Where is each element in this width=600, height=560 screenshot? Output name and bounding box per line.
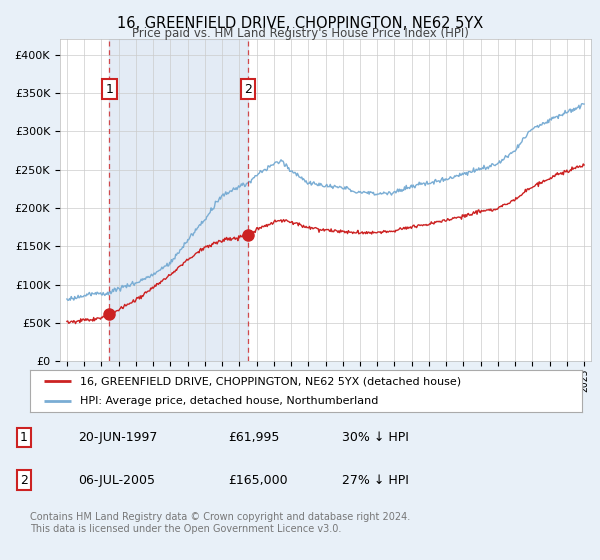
Text: 06-JUL-2005: 06-JUL-2005	[78, 474, 155, 487]
Text: £165,000: £165,000	[228, 474, 287, 487]
Text: 30% ↓ HPI: 30% ↓ HPI	[342, 431, 409, 444]
Text: 20-JUN-1997: 20-JUN-1997	[78, 431, 157, 444]
Text: 1: 1	[106, 83, 113, 96]
Text: 16, GREENFIELD DRIVE, CHOPPINGTON, NE62 5YX: 16, GREENFIELD DRIVE, CHOPPINGTON, NE62 …	[117, 16, 483, 31]
Text: 2: 2	[244, 83, 252, 96]
Text: Contains HM Land Registry data © Crown copyright and database right 2024.
This d: Contains HM Land Registry data © Crown c…	[30, 512, 410, 534]
Text: Price paid vs. HM Land Registry's House Price Index (HPI): Price paid vs. HM Land Registry's House …	[131, 27, 469, 40]
Text: 1: 1	[20, 431, 28, 444]
Text: £61,995: £61,995	[228, 431, 280, 444]
Text: 16, GREENFIELD DRIVE, CHOPPINGTON, NE62 5YX (detached house): 16, GREENFIELD DRIVE, CHOPPINGTON, NE62 …	[80, 376, 461, 386]
Bar	[109, 39, 248, 361]
Text: 2: 2	[20, 474, 28, 487]
Text: 27% ↓ HPI: 27% ↓ HPI	[342, 474, 409, 487]
Text: HPI: Average price, detached house, Northumberland: HPI: Average price, detached house, Nort…	[80, 396, 378, 406]
